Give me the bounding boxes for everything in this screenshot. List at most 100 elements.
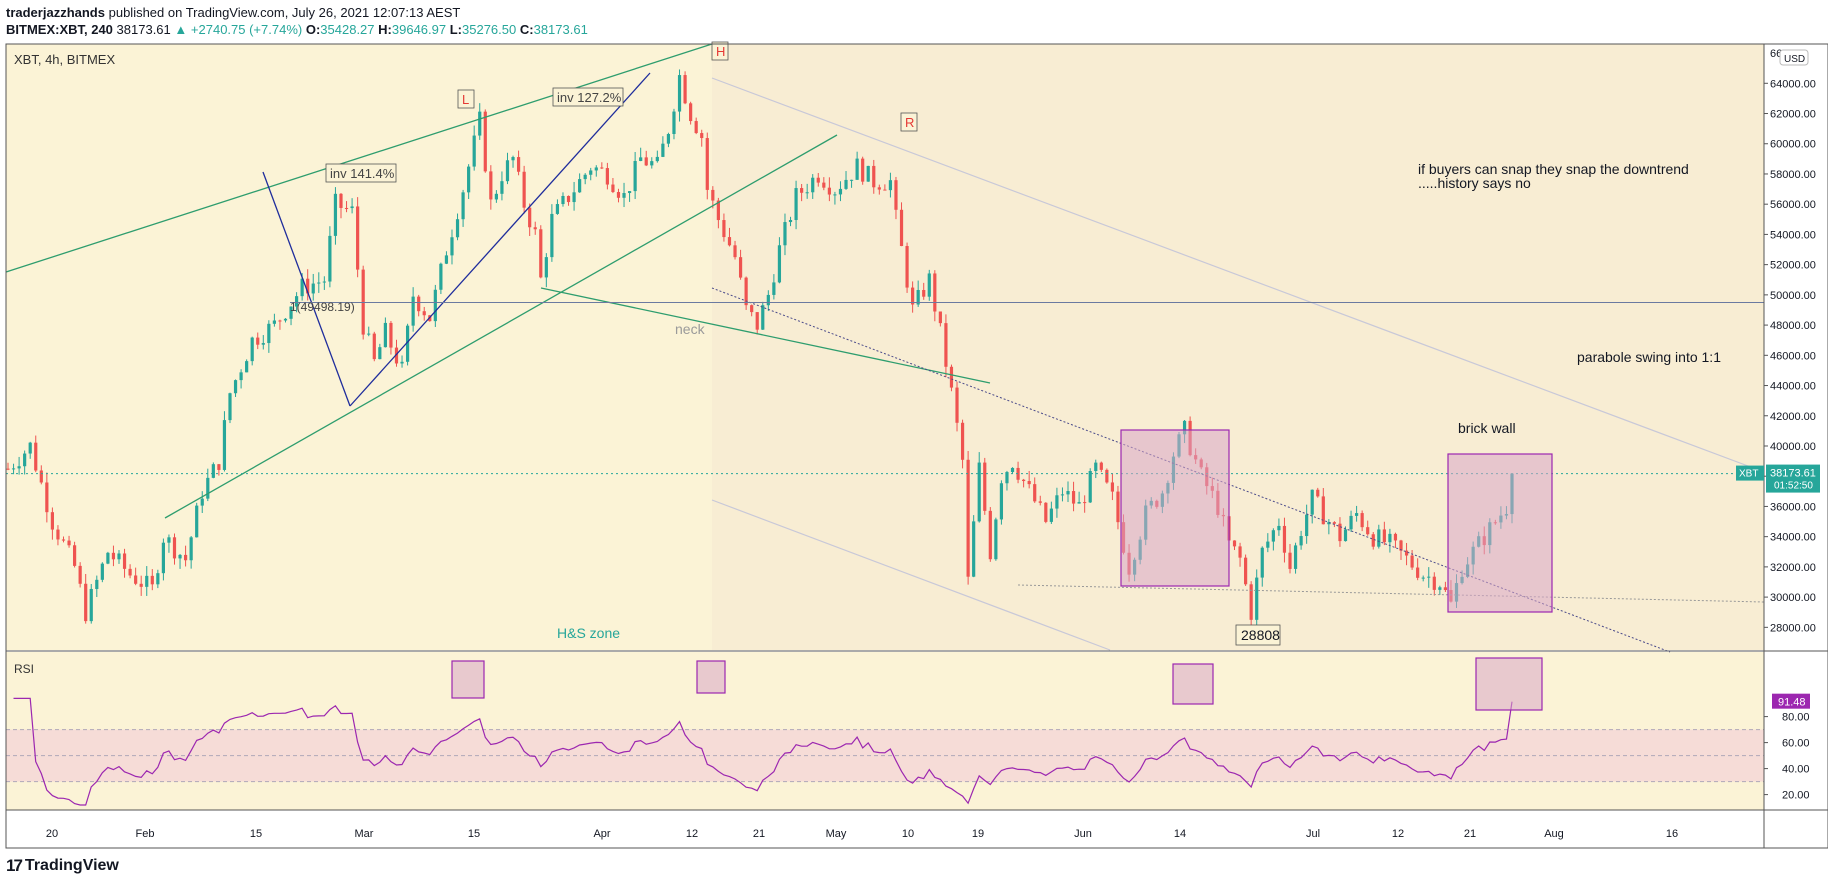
rsi-highlight-box <box>1475 657 1543 711</box>
candle-body <box>1399 540 1403 551</box>
candle-body <box>744 277 748 306</box>
neck-label: neck <box>675 321 706 337</box>
candle-body <box>999 483 1004 520</box>
candle-body <box>1099 462 1103 470</box>
candle-body <box>1293 545 1298 569</box>
highlight-box <box>1120 429 1230 587</box>
inv1-frame <box>325 163 397 183</box>
candle-body <box>516 157 521 172</box>
candle-body <box>455 219 460 238</box>
time-tick-label: 12 <box>686 828 698 840</box>
price-tick-label: 30000.00 <box>1770 592 1816 604</box>
note-line-2: .....history says no <box>1418 175 1531 191</box>
candle-body <box>433 289 437 322</box>
last-price-tag-label: 38173.61 <box>1770 468 1816 480</box>
tradingview-brand[interactable]: 17 TradingView <box>6 856 119 876</box>
upper-trendline <box>5 43 713 273</box>
candle-body <box>1083 502 1087 504</box>
candle-body <box>1266 541 1270 548</box>
candle-body <box>977 462 981 522</box>
price-tick-label: 34000.00 <box>1770 532 1816 544</box>
candle-body <box>383 322 387 348</box>
pattern-l-label: L <box>462 92 469 107</box>
candle-body <box>400 361 404 364</box>
candle-body <box>555 204 560 214</box>
candle-body <box>877 187 881 190</box>
candle-body <box>533 227 537 230</box>
candle-body <box>183 554 188 561</box>
candle-body <box>983 462 987 511</box>
rsi-last-tag <box>1772 693 1810 709</box>
candle-body <box>167 537 171 543</box>
candle-body <box>838 188 843 195</box>
candle-body <box>738 257 743 278</box>
candle-body <box>1432 576 1436 590</box>
rsi-label: RSI <box>14 662 34 676</box>
candle-body <box>616 192 621 198</box>
candle-body <box>389 322 393 348</box>
time-tick-label: 21 <box>1464 828 1476 840</box>
candle-body <box>39 470 43 483</box>
candle-body <box>272 320 276 324</box>
candle-body <box>333 193 338 236</box>
candle-body <box>1232 540 1237 547</box>
candle-body <box>50 512 54 530</box>
candle-body <box>522 171 526 208</box>
candle-body <box>467 166 471 193</box>
candle-body <box>988 510 992 560</box>
candle-body <box>578 179 582 193</box>
candle-body <box>1071 491 1076 504</box>
candle-body <box>300 278 304 297</box>
author-name[interactable]: traderjazzhands <box>6 5 105 20</box>
currency-label: USD <box>1784 54 1805 65</box>
candle-body <box>827 187 831 195</box>
candle-body <box>245 361 249 373</box>
candle-body <box>944 323 948 367</box>
price-tick-partial: 66 <box>1770 48 1782 60</box>
candle-body <box>905 246 909 288</box>
candle-body <box>899 209 904 247</box>
candle-body <box>539 229 543 278</box>
candle-body <box>1116 491 1120 523</box>
candle-body <box>633 160 637 192</box>
time-tick-label: May <box>826 828 847 840</box>
candle-body <box>1094 462 1098 472</box>
candle-body <box>417 296 421 312</box>
candle-body <box>705 138 709 190</box>
candle-body <box>189 537 193 561</box>
candle-body <box>1355 513 1359 516</box>
time-axis-background <box>6 810 1764 848</box>
candle-body <box>783 222 787 246</box>
candle-body <box>561 195 565 205</box>
candle-body <box>11 468 16 470</box>
up-arrow-icon: ▲ <box>174 22 188 37</box>
rsi-tick-label: 80.00 <box>1782 712 1810 724</box>
pattern-h-label-frame <box>711 41 729 61</box>
candle-body <box>505 160 510 182</box>
candle-body <box>1343 529 1348 542</box>
candle-body <box>1288 552 1292 569</box>
candle-body <box>855 158 859 180</box>
hs-shaded-region <box>712 44 1764 650</box>
candle-body <box>572 192 576 203</box>
candle-body <box>1060 494 1065 496</box>
price-tick-label: 28000.00 <box>1770 622 1816 634</box>
last-price-tag <box>1766 464 1820 493</box>
candle-body <box>955 387 959 423</box>
candle-body <box>866 165 870 182</box>
candle-body <box>605 168 609 185</box>
candle-body <box>278 320 282 322</box>
candle-body <box>489 171 493 200</box>
candle-body <box>483 111 487 172</box>
candle-body <box>639 157 643 161</box>
candle-body <box>655 156 659 162</box>
close-label: C: <box>519 22 534 37</box>
price-tick-label: 56000.00 <box>1770 199 1816 211</box>
candle-body <box>927 273 931 297</box>
header-line-1: traderjazzhands published on TradingView… <box>6 5 460 20</box>
candle-body <box>211 464 215 478</box>
candle-body <box>672 111 676 135</box>
candle-body <box>733 245 737 258</box>
candle-body <box>1310 489 1314 515</box>
